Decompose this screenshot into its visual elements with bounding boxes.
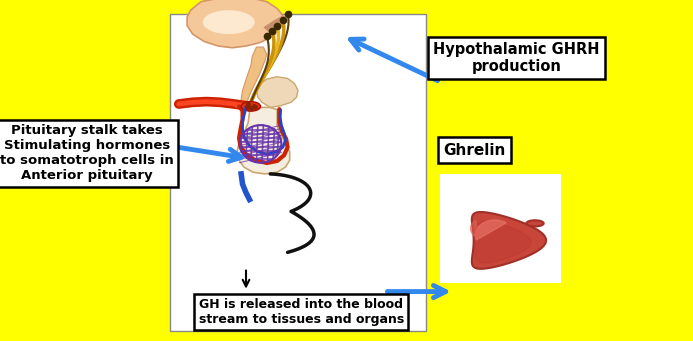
- Polygon shape: [474, 221, 531, 263]
- Polygon shape: [241, 47, 267, 106]
- Polygon shape: [475, 220, 506, 240]
- Text: Hypothalamic GHRH
production: Hypothalamic GHRH production: [433, 42, 599, 74]
- FancyBboxPatch shape: [440, 174, 561, 283]
- Polygon shape: [471, 220, 479, 238]
- Polygon shape: [187, 0, 284, 48]
- Polygon shape: [256, 77, 298, 107]
- Text: GH is released into the blood
stream to tissues and organs: GH is released into the blood stream to …: [199, 298, 404, 326]
- Ellipse shape: [241, 102, 261, 111]
- Ellipse shape: [527, 220, 543, 226]
- FancyBboxPatch shape: [170, 14, 426, 331]
- Ellipse shape: [202, 10, 255, 34]
- Polygon shape: [472, 212, 546, 269]
- Text: Pituitary stalk takes
Stimulating hormones
to somatotroph cells in
Anterior pitu: Pituitary stalk takes Stimulating hormon…: [0, 124, 173, 182]
- Polygon shape: [236, 104, 290, 174]
- Text: Ghrelin: Ghrelin: [444, 143, 506, 158]
- Polygon shape: [263, 15, 283, 32]
